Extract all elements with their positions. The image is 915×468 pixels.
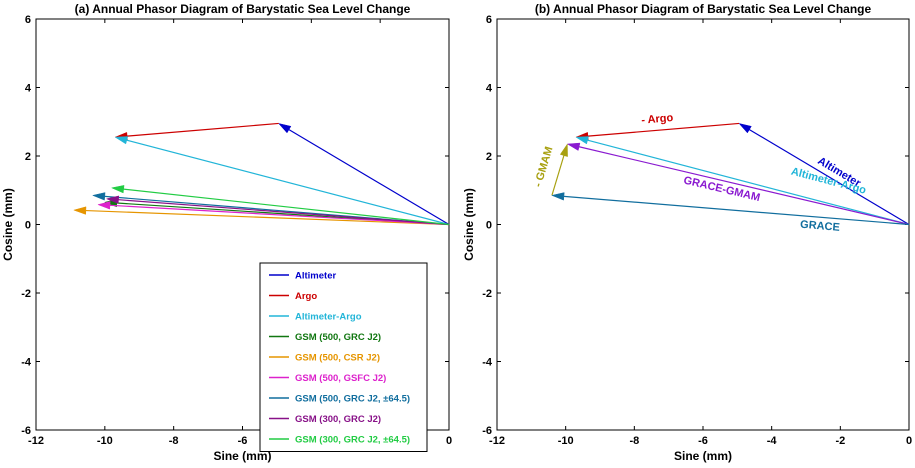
panel-b: -12 -10 -8 -6 -4 -2 0 -6 -4 -2 0 2 4 6 (b) Annual Phas… — [462, 2, 912, 463]
x-axis-label: Sine (mm) — [674, 449, 732, 463]
arrow-head — [105, 195, 120, 204]
arrow-gsm-500-gsfc-j2 — [97, 201, 450, 226]
legend-entry: GSM (500, GRC J2, ±64.5) — [295, 394, 410, 405]
y-tick-label: 2 — [25, 151, 31, 163]
y-tick-label: -2 — [21, 288, 31, 300]
y-tick-label: -4 — [482, 357, 493, 369]
legend-entry: Altimeter-Argo — [295, 312, 362, 323]
arrow-head — [91, 192, 106, 201]
arrow-head — [575, 136, 589, 145]
x-tick-label: -10 — [558, 435, 574, 447]
x-tick-label: 0 — [446, 435, 452, 447]
arrow-head — [559, 143, 568, 157]
arrow-head — [114, 136, 129, 145]
legend-entry: GSM (500, CSR J2) — [295, 353, 380, 364]
x-axis-label: Sine (mm) — [213, 449, 271, 463]
arrow-shaft — [288, 129, 450, 226]
arrow-head — [551, 192, 565, 201]
arrow-label: GRACE — [800, 219, 841, 234]
arrow-label: GRACE-GMAM — [682, 174, 761, 204]
arrow-shaft — [749, 129, 910, 226]
arrow-argo — [575, 122, 740, 141]
y-tick-label: 6 — [486, 14, 492, 26]
arrow-label: - Argo — [641, 112, 674, 127]
y-tick-label: -2 — [482, 288, 492, 300]
arrow-head — [277, 123, 292, 134]
chart-title: (b) Annual Phasor Diagram of Barystatic … — [535, 2, 872, 16]
arrow-gsm-300-grc-j2 — [105, 195, 450, 226]
arrow-head — [566, 142, 581, 151]
legend-entry: Altimeter — [295, 271, 336, 282]
arrow-shaft — [587, 122, 740, 137]
y-axis-label: Cosine (mm) — [462, 188, 476, 261]
y-tick-label: -4 — [21, 357, 32, 369]
x-tick-label: -10 — [97, 435, 113, 447]
plot-frame — [496, 18, 910, 431]
y-tick-label: 2 — [486, 151, 492, 163]
arrow-altimeter-argo — [114, 136, 450, 226]
arrow-altimeter — [738, 123, 910, 226]
arrow-altimeter — [277, 123, 450, 226]
arrow-gmam — [551, 143, 568, 196]
x-tick-label: -6 — [238, 435, 248, 447]
arrow-shaft — [85, 209, 450, 226]
legend-entry: GSM (300, GRC J2, ±64.5) — [295, 435, 410, 446]
y-tick-label: 6 — [25, 14, 31, 26]
arrow-head — [97, 201, 111, 210]
chart-title: (a) Annual Phasor Diagram of Barystatic … — [75, 2, 411, 16]
legend-entry: GSM (300, GRC J2) — [295, 414, 381, 425]
x-tick-label: -2 — [835, 435, 845, 447]
legend-entry: Argo — [295, 291, 317, 302]
arrow-shaft — [109, 204, 450, 226]
y-tick-label: 4 — [486, 83, 493, 95]
x-tick-label: -4 — [767, 435, 778, 447]
x-tick-label: -6 — [698, 435, 708, 447]
arrow-altimeter-argo — [575, 136, 910, 226]
arrow-shaft — [587, 139, 910, 226]
arrow-shaft — [118, 199, 450, 226]
x-tick-label: -8 — [629, 435, 639, 447]
arrow-shaft — [578, 146, 910, 226]
arrow-argo — [114, 122, 279, 141]
arrow-shaft — [563, 195, 910, 226]
legend-entry: GSM (500, GSFC J2) — [295, 373, 386, 384]
legend-entry: GSM (500, GRC J2) — [295, 332, 381, 343]
x-tick-label: -8 — [169, 435, 179, 447]
y-axis-label: Cosine (mm) — [1, 188, 15, 261]
x-tick-label: 0 — [906, 435, 912, 447]
y-tick-label: 0 — [25, 220, 31, 232]
arrow-shaft — [127, 122, 279, 137]
arrow-head — [110, 185, 125, 194]
arrow-grace — [551, 192, 910, 226]
arrow-shaft — [126, 139, 450, 226]
arrow-gsm-500-grc-j2-64-5 — [91, 192, 450, 226]
arrow-gsm-300-grc-j2-64-5 — [110, 185, 450, 226]
y-tick-label: 4 — [25, 83, 32, 95]
arrow-gsm-500-csr-j2 — [73, 206, 450, 226]
x-tick-label: -12 — [489, 435, 505, 447]
arrow-head — [738, 123, 752, 134]
arrow-label: - GMAM — [532, 145, 555, 188]
arrow-shaft — [123, 188, 450, 226]
arrow-grace-gmam — [566, 142, 910, 226]
x-tick-label: -12 — [28, 435, 44, 447]
y-tick-label: -6 — [21, 425, 31, 437]
y-tick-label: -6 — [482, 425, 492, 437]
arrow-head — [73, 206, 87, 215]
y-tick-label: 0 — [486, 220, 492, 232]
legend: Altimeter Argo Altimeter-Argo GSM (500, GRC… — [259, 262, 428, 452]
arrow-shaft — [551, 155, 565, 196]
